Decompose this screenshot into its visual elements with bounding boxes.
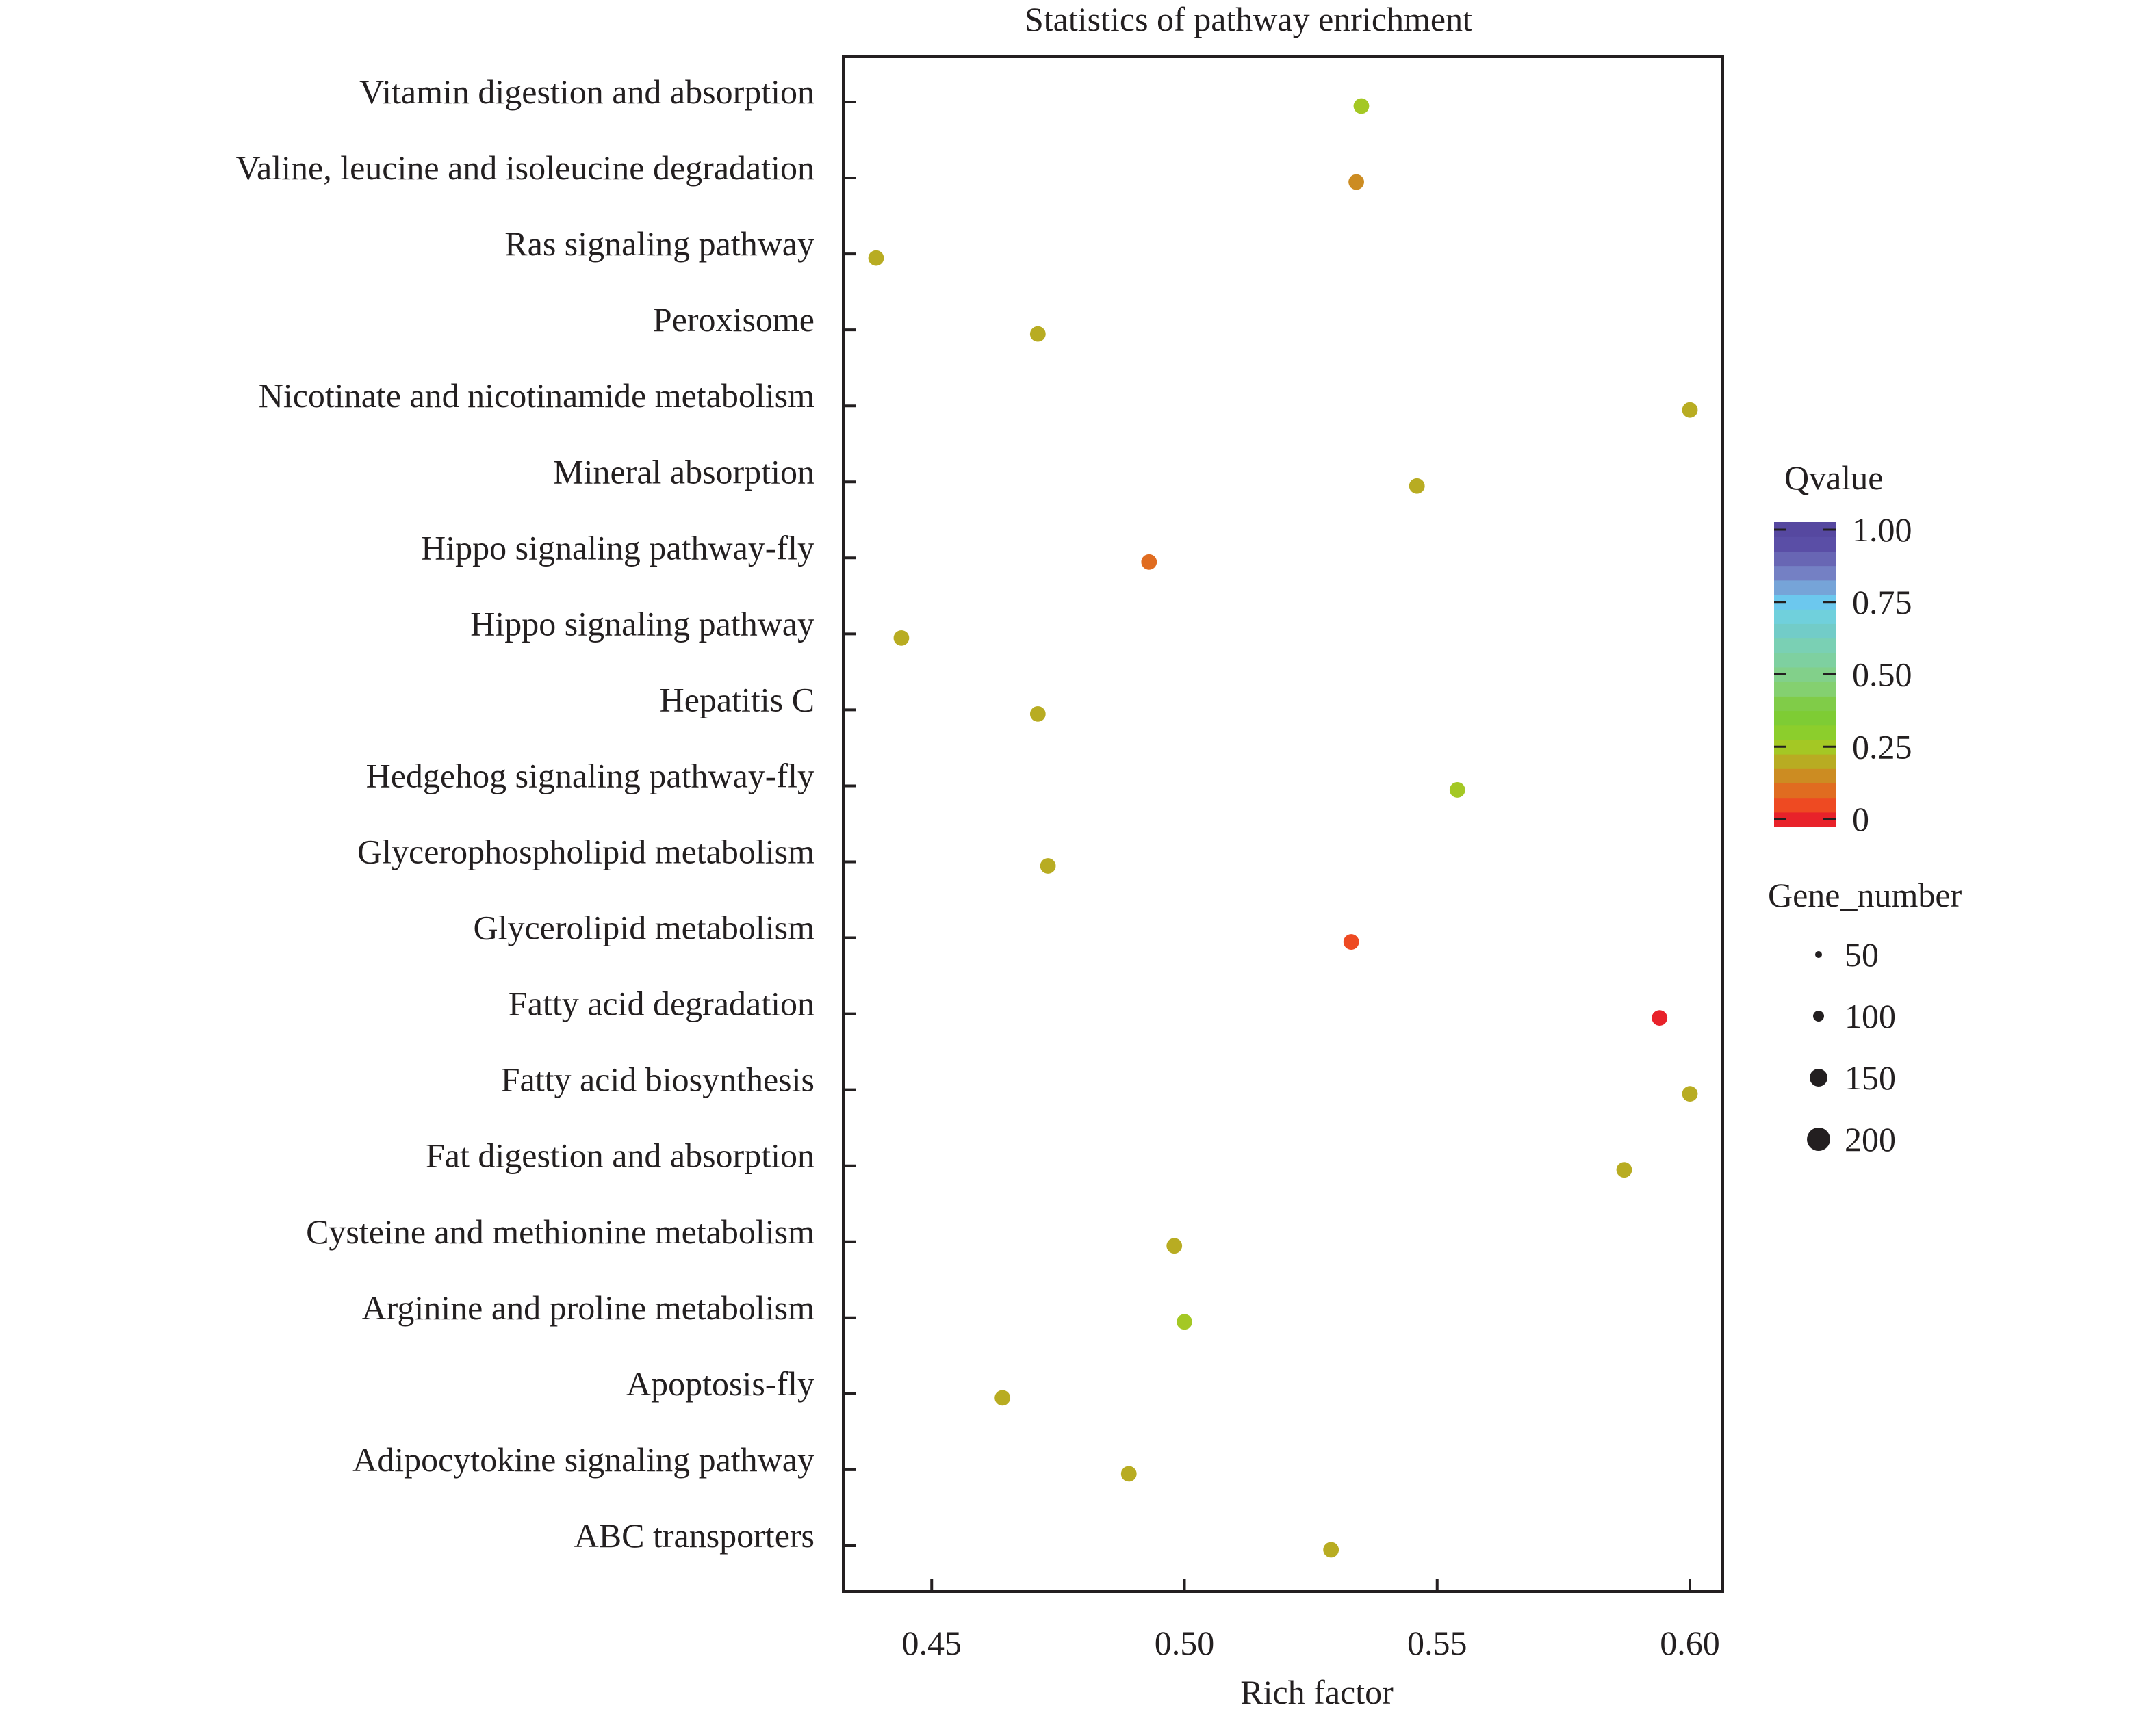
data-point	[1682, 402, 1698, 418]
data-point	[1353, 98, 1370, 114]
data-point	[1029, 326, 1046, 342]
data-point	[868, 250, 884, 266]
colorbar-band	[1774, 725, 1836, 740]
colorbar-band	[1774, 522, 1836, 537]
gene-number-legend-dot	[1810, 1069, 1827, 1087]
y-axis-label: Cysteine and methionine metabolism	[306, 1212, 814, 1251]
colorbar-tick-label: 0.25	[1852, 727, 1912, 766]
y-axis-label: Hepatitis C	[660, 680, 814, 718]
gene-number-legend-dot	[1815, 951, 1822, 958]
gene-number-legend-title: Gene_number	[1768, 876, 1962, 914]
qvalue-legend-title: Qvalue	[1784, 458, 1883, 497]
gene-number-legend-items: 50 100 150 200	[1807, 935, 1896, 1158]
colorbar-band	[1774, 812, 1836, 827]
y-axis-label: Peroxisome	[653, 300, 814, 339]
colorbar-band	[1774, 565, 1836, 581]
data-point	[893, 630, 910, 646]
data-point	[994, 1390, 1011, 1406]
colorbar-tick-label: 0.75	[1852, 583, 1912, 621]
data-point	[1323, 1542, 1339, 1558]
data-point	[1449, 782, 1465, 798]
y-axis-label: Adipocytokine signaling pathway	[352, 1440, 814, 1479]
y-axis-labels: Vitamin digestion and absorption Valine, …	[235, 73, 814, 1555]
y-axis-label: Vitamin digestion and absorption	[359, 73, 814, 111]
data-point	[1652, 1010, 1668, 1026]
qvalue-legend: Qvalue 1.00 0.75 0.50 0.25 0	[1774, 458, 1912, 838]
colorbar-band	[1774, 638, 1836, 653]
x-axis-tick-label: 0.60	[1660, 1624, 1720, 1662]
y-axis-label: Fatty acid biosynthesis	[501, 1061, 814, 1099]
y-axis-label: Valine, leucine and isoleucine degradati…	[235, 148, 814, 187]
colorbar-band	[1774, 666, 1836, 682]
qvalue-colorbar	[1774, 522, 1836, 827]
data-point	[1343, 934, 1359, 950]
x-axis-tick-label: 0.45	[901, 1624, 962, 1662]
colorbar-band	[1774, 652, 1836, 668]
gene-number-legend-label: 200	[1845, 1120, 1896, 1158]
y-axis-label: ABC transporters	[574, 1516, 814, 1555]
colorbar-band	[1774, 623, 1836, 639]
y-axis-label: Ras signaling pathway	[504, 224, 814, 263]
chart-title: Statistics of pathway enrichment	[1025, 0, 1472, 38]
colorbar-band	[1774, 682, 1836, 697]
data-point	[1029, 706, 1046, 722]
gene-number-legend-label: 50	[1845, 935, 1879, 974]
colorbar-band	[1774, 551, 1836, 567]
colorbar-band	[1774, 710, 1836, 726]
data-points	[868, 98, 1698, 1558]
data-point	[1141, 554, 1157, 570]
gene-number-legend-dot	[1807, 1128, 1830, 1151]
colorbar-band	[1774, 739, 1836, 755]
x-axis-ticks: 0.45 0.50 0.55 0.60	[901, 1579, 1720, 1662]
colorbar-band	[1774, 594, 1836, 610]
colorbar-tick-label: 0.50	[1852, 656, 1912, 694]
colorbar-tick-label: 1.00	[1852, 510, 1912, 549]
y-axis-label: Hedgehog signaling pathway-fly	[366, 756, 814, 794]
y-axis-label: Mineral absorption	[553, 452, 814, 491]
gene-number-legend: Gene_number 50 100 150 200	[1768, 876, 1962, 1158]
gene-number-legend-label: 100	[1845, 997, 1896, 1035]
y-axis-ticks	[843, 101, 856, 1547]
colorbar-band	[1774, 768, 1836, 784]
y-axis-label: Glycerolipid metabolism	[473, 909, 814, 947]
gene-number-legend-dot	[1813, 1011, 1824, 1022]
x-axis-title: Rich factor	[1240, 1673, 1394, 1711]
y-axis-label: Arginine and proline metabolism	[362, 1288, 815, 1327]
data-point	[1682, 1086, 1698, 1102]
colorbar-band	[1774, 754, 1836, 769]
colorbar-band	[1774, 609, 1836, 624]
data-point	[1120, 1466, 1137, 1482]
plot-frame	[842, 55, 1724, 1593]
y-axis-label: Hippo signaling pathway	[470, 604, 814, 643]
y-axis-label: Glycerophospholipid metabolism	[357, 833, 814, 871]
data-point	[1409, 478, 1425, 494]
y-axis-label: Fat digestion and absorption	[426, 1137, 814, 1175]
colorbar-tick-label: 0	[1852, 800, 1869, 838]
colorbar-band	[1774, 580, 1836, 595]
y-axis-label: Fatty acid degradation	[509, 985, 814, 1023]
data-point	[1348, 174, 1364, 190]
colorbar-band	[1774, 783, 1836, 799]
qvalue-colorbar-ticks: 1.00 0.75 0.50 0.25 0	[1774, 510, 1912, 838]
colorbar-band	[1774, 797, 1836, 813]
x-axis-tick-label: 0.50	[1155, 1624, 1215, 1662]
y-axis-label: Nicotinate and nicotinamide metabolism	[259, 376, 814, 415]
data-point	[1166, 1238, 1183, 1254]
y-axis-label: Hippo signaling pathway-fly	[421, 528, 814, 567]
colorbar-band	[1774, 696, 1836, 712]
colorbar-band	[1774, 536, 1836, 552]
y-axis-label: Apoptosis-fly	[626, 1364, 814, 1403]
data-point	[1177, 1314, 1192, 1330]
data-point	[1040, 858, 1056, 874]
gene-number-legend-label: 150	[1845, 1059, 1896, 1097]
x-axis-tick-label: 0.55	[1407, 1624, 1467, 1662]
data-point	[1616, 1162, 1632, 1178]
